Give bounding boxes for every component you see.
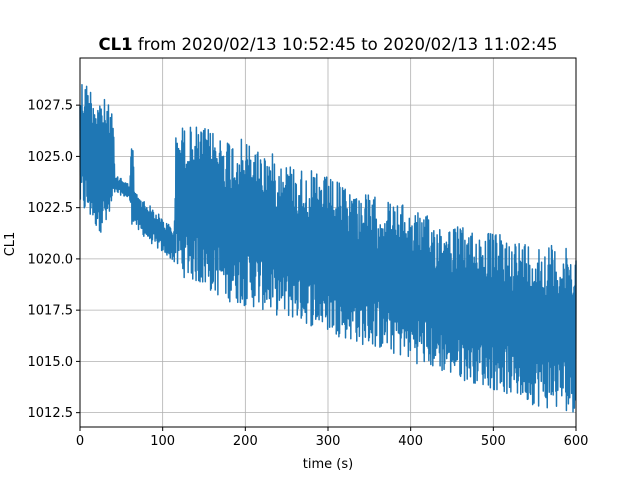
y-tick-label: 1017.5 — [28, 304, 74, 319]
x-tick-label: 200 — [233, 434, 258, 449]
chart-title: CL1 from 2020/02/13 10:52:45 to 2020/02/… — [99, 35, 558, 54]
y-tick-label: 1015.0 — [28, 355, 74, 370]
data-series — [79, 84, 577, 413]
x-tick-label: 400 — [398, 434, 423, 449]
y-tick-label: 1022.5 — [28, 201, 74, 216]
x-axis-ticks: 0 100 200 300 400 500 600 — [76, 427, 589, 449]
y-tick-label: 1012.5 — [28, 406, 74, 421]
y-axis-ticks: 1012.5 1015.0 1017.5 1020.0 1022.5 1025.0 1027… — [28, 99, 80, 421]
x-tick-label: 100 — [150, 434, 175, 449]
x-axis-label: time (s) — [303, 457, 353, 472]
x-tick-label: 600 — [564, 434, 589, 449]
y-tick-label: 1027.5 — [28, 99, 74, 114]
x-tick-label: 500 — [481, 434, 506, 449]
x-tick-label: 0 — [76, 434, 84, 449]
y-tick-label: 1020.0 — [28, 252, 74, 267]
chart-title-bold: CL1 — [99, 35, 133, 54]
y-axis-label: CL1 — [3, 232, 18, 257]
x-tick-label: 300 — [316, 434, 341, 449]
y-tick-label: 1025.0 — [28, 150, 74, 165]
series-line — [79, 84, 577, 413]
chart-title-rest: from 2020/02/13 10:52:45 to 2020/02/13 1… — [133, 35, 558, 54]
